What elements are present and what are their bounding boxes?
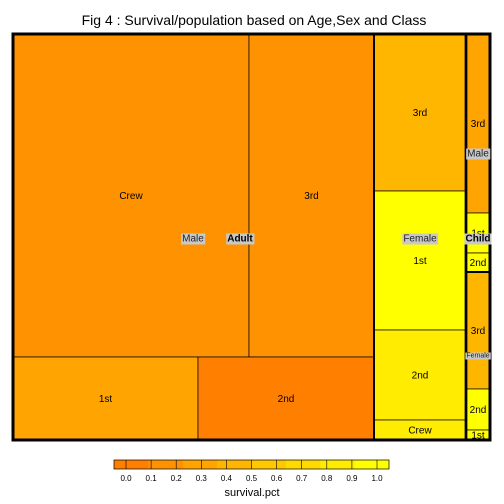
treemap-cell-labels: Crew 3rd 1st 2nd 3rd 1st 2nd Crew 3rd 1st 2nd 3rd 2n…	[99, 108, 487, 442]
sex-label-adult-female: Female	[402, 233, 439, 245]
cell-label-child-male-3rd: 3rd	[471, 119, 485, 130]
legend-swatch	[354, 460, 390, 469]
svg-text:Female: Female	[466, 353, 489, 360]
legend-swatch	[320, 460, 356, 469]
legend-swatch	[285, 460, 321, 469]
cell-label-adult-female-crew: Crew	[408, 426, 432, 437]
legend-title: survival.pct	[224, 487, 279, 499]
legend-tick-label: 0.1	[146, 474, 158, 483]
legend-tick-label: 0.6	[271, 474, 283, 483]
cell-label-adult-female-1st: 1st	[413, 256, 427, 267]
legend-swatch	[114, 460, 149, 469]
svg-text:Male: Male	[182, 234, 204, 245]
svg-text:Male: Male	[467, 149, 489, 160]
cell-label-child-female-2nd: 2nd	[470, 405, 487, 416]
cell-label-child-female-3rd: 3rd	[471, 326, 485, 337]
legend-tick-label: 0.2	[171, 474, 183, 483]
sex-label-child-male: Male	[466, 148, 491, 160]
cell-adult-male-2nd	[197, 356, 375, 441]
treemap-cells	[12, 33, 491, 441]
legend-ticks: 0.0 0.1 0.2 0.3 0.4 0.5 0.6 0.7 0.8 0.9 1.0	[120, 460, 383, 483]
legend-swatch	[148, 460, 184, 469]
cell-label-adult-male-crew: Crew	[119, 191, 143, 202]
legend-tick-label: 0.8	[321, 474, 333, 483]
cell-label-adult-female-2nd: 2nd	[412, 371, 429, 382]
age-label-adult: Adult	[226, 233, 255, 245]
cell-label-adult-male-2nd: 2nd	[278, 394, 295, 405]
treemap-group-labels: Male Female Male Female Adult Child	[181, 148, 492, 360]
cell-label-child-male-2nd: 2nd	[470, 258, 487, 269]
chart-title: Fig 4 : Survival/population based on Age…	[82, 12, 427, 28]
cell-child-female-3rd	[465, 271, 491, 390]
cell-label-adult-male-3rd: 3rd	[304, 191, 318, 202]
cell-label-child-female-1st: 1st	[471, 431, 485, 442]
cell-label-adult-male-1st: 1st	[99, 394, 113, 405]
cell-label-adult-female-3rd: 3rd	[413, 108, 427, 119]
cell-adult-female-1st	[373, 190, 467, 331]
cell-adult-male-1st	[12, 356, 199, 441]
legend-tick-label: 0.5	[246, 474, 258, 483]
legend-tick-label: 0.0	[120, 474, 132, 483]
svg-text:Adult: Adult	[227, 234, 253, 245]
cell-adult-male-crew	[12, 33, 250, 358]
sex-label-child-female: Female	[465, 352, 491, 360]
cell-child-female-2nd	[465, 388, 491, 431]
cell-adult-male-3rd	[248, 33, 375, 358]
legend-swatch	[182, 460, 218, 469]
cell-adult-female-3rd	[373, 33, 467, 192]
legend-swatch	[251, 460, 287, 469]
legend-tick-label: 1.0	[371, 474, 383, 483]
svg-text:Female: Female	[403, 234, 437, 245]
legend-swatch	[217, 460, 252, 469]
legend-tick-label: 0.3	[196, 474, 208, 483]
color-legend: 0.0 0.1 0.2 0.3 0.4 0.5 0.6 0.7 0.8 0.9 1.0 surviv…	[113, 459, 390, 499]
sex-label-adult-male: Male	[181, 233, 206, 245]
svg-text:Child: Child	[466, 234, 491, 245]
legend-tick-label: 0.4	[221, 474, 233, 483]
legend-tick-label: 0.7	[296, 474, 308, 483]
age-label-child: Child	[464, 233, 492, 245]
legend-tick-label: 0.9	[346, 474, 358, 483]
